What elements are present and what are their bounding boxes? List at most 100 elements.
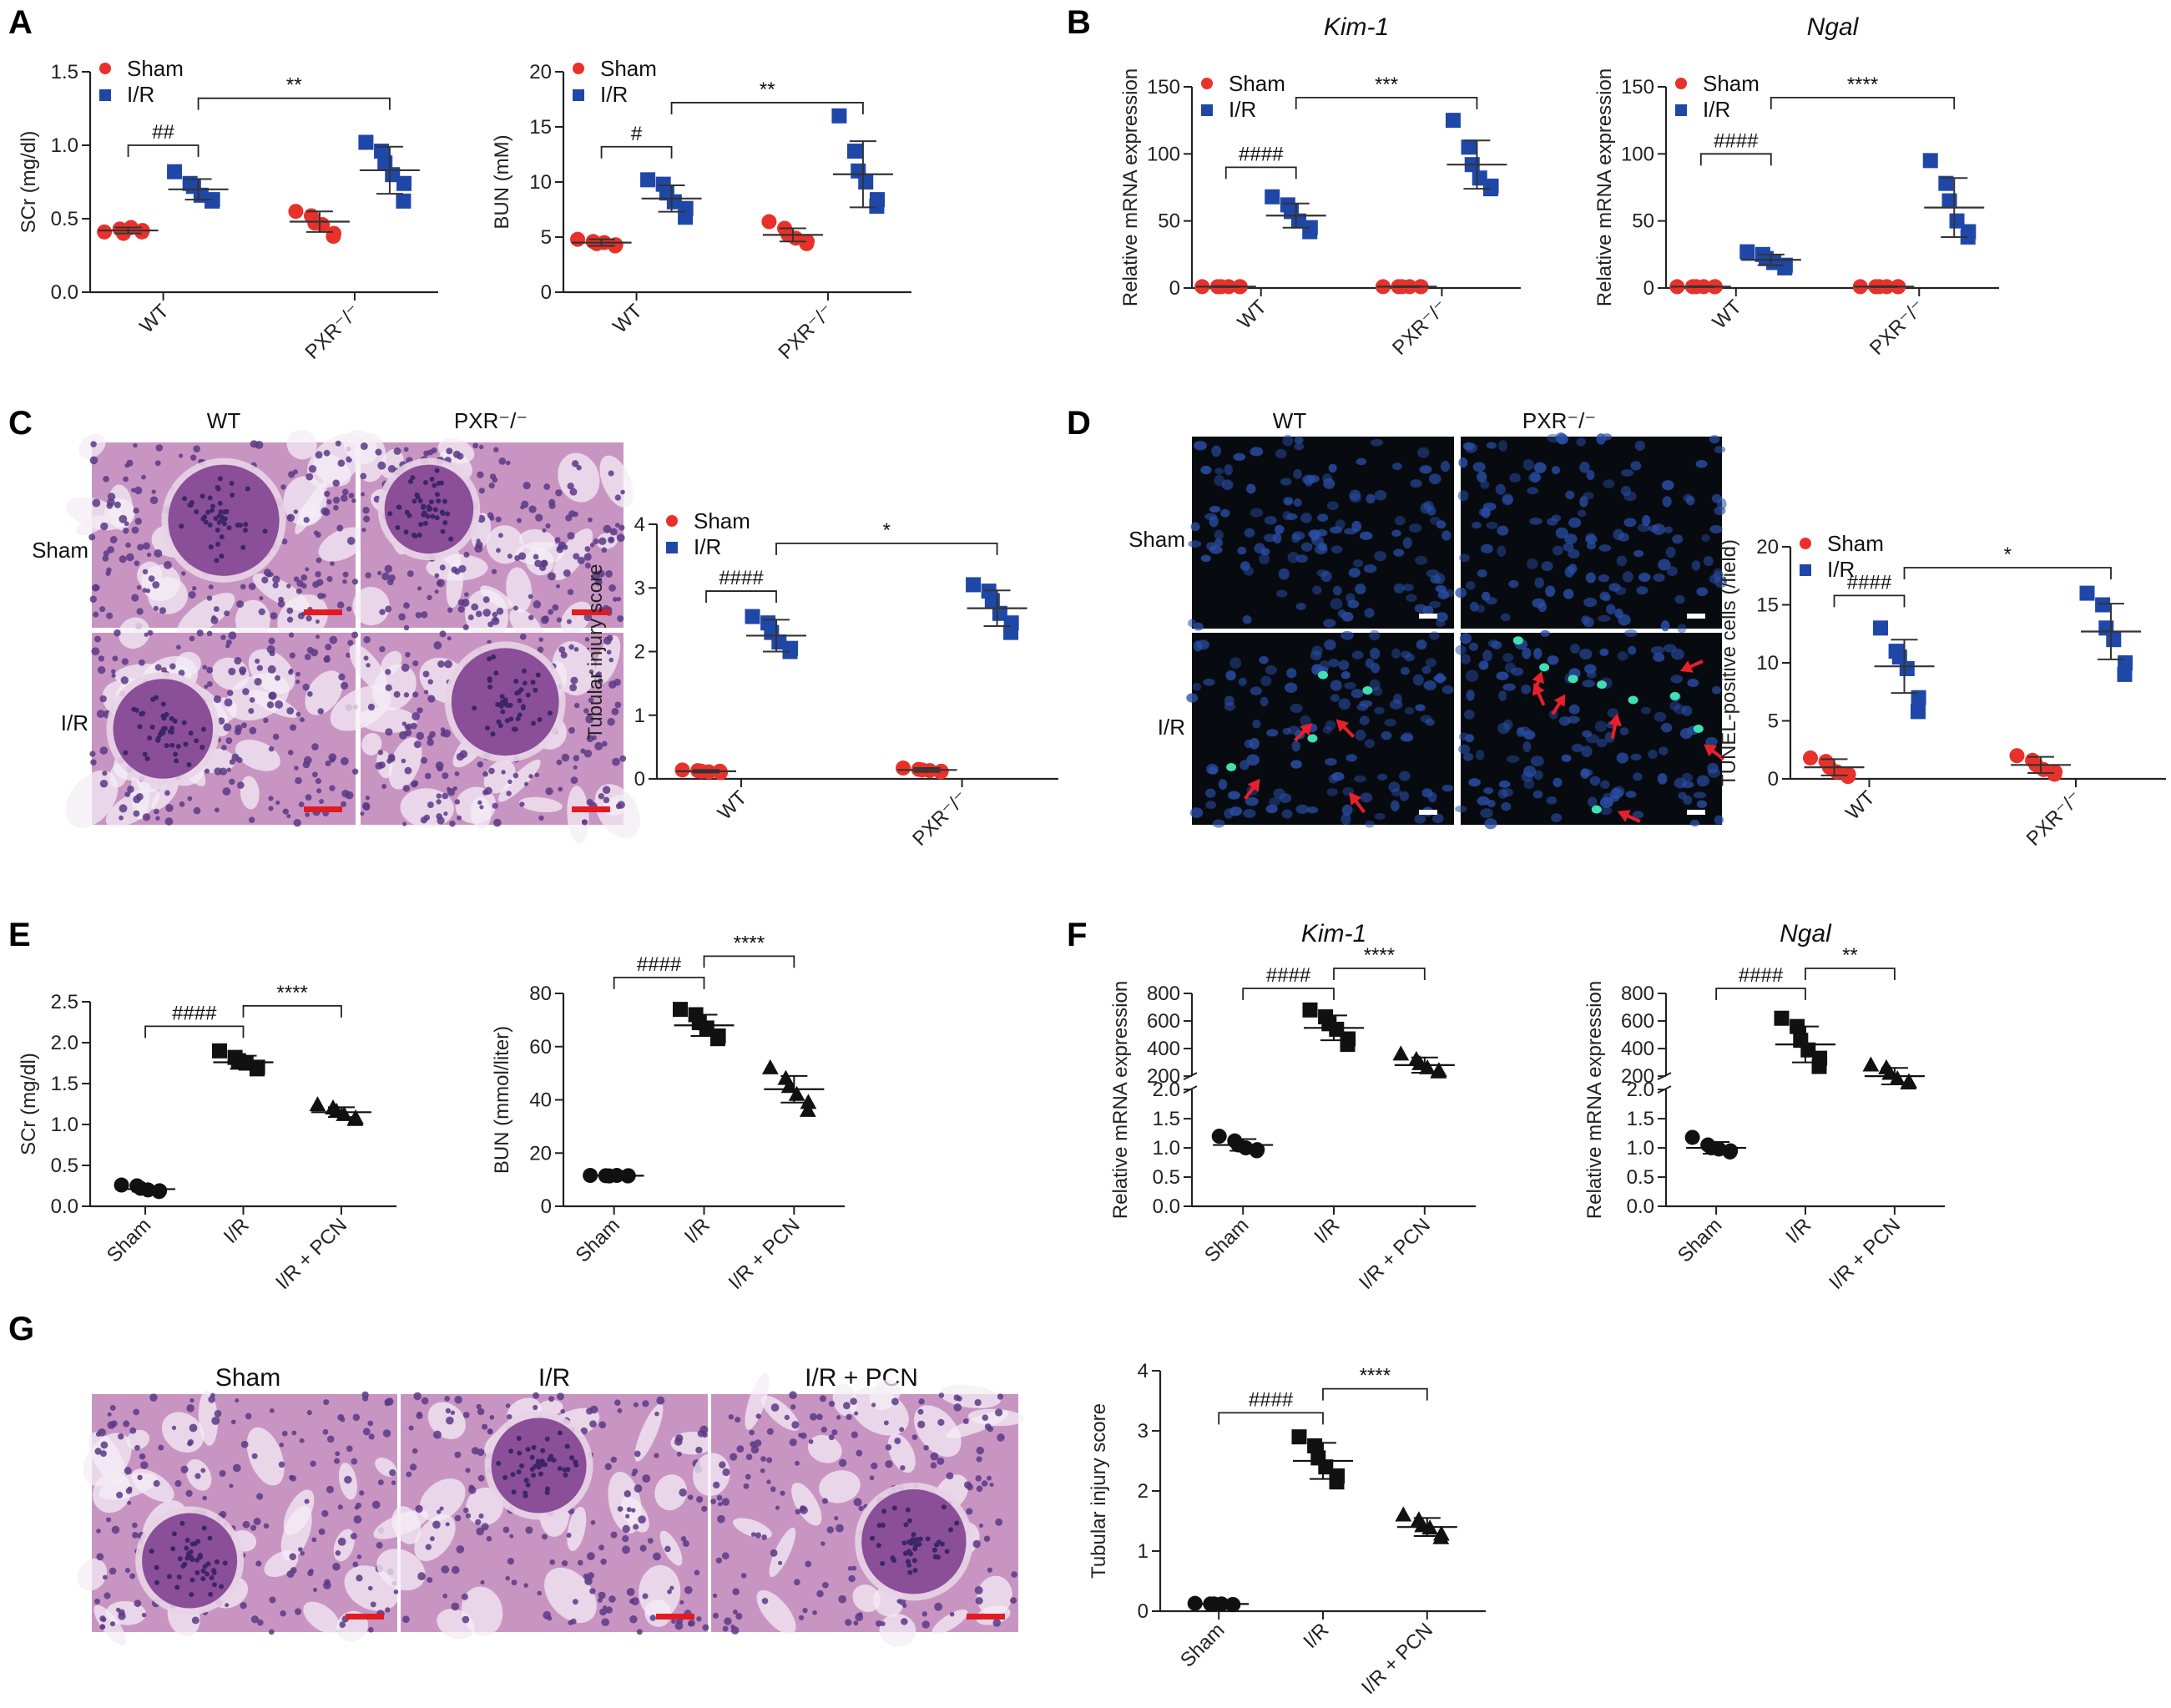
cell-nucleus [109,1567,117,1575]
significance-label: #### [1739,964,1784,987]
glomerular-nucleus [403,529,409,535]
y-tick-label: 50 [1632,210,1654,233]
y-tick-label: 150 [1621,76,1654,99]
dapi-nucleus [1295,804,1309,814]
data-point [1211,1129,1227,1145]
dapi-nucleus [1200,465,1212,475]
glomerular-nucleus [208,1591,214,1597]
cell-nucleus [568,644,574,650]
cell-nucleus [393,690,401,698]
cell-nucleus [379,645,386,653]
cell-nucleus [351,631,359,639]
dapi-nucleus [1632,811,1644,819]
legend-sham-marker [666,515,678,527]
legend-ir-label: I/R [1703,97,1730,122]
cell-nucleus [975,1475,982,1482]
dapi-nucleus [1551,465,1561,475]
glomerular-nucleus [217,500,223,506]
glomerular-nucleus [906,1549,912,1554]
cell-nucleus [654,1411,659,1417]
dapi-nucleus [1264,516,1277,525]
tubule-lumen [567,1506,587,1552]
glomerular-nucleus [226,525,232,531]
cell-nucleus [674,1621,684,1630]
y-tick-label: 0.0 [1627,1195,1654,1218]
glomerular-nucleus [427,506,433,512]
cell-nucleus [131,1522,138,1529]
cell-nucleus [97,665,106,675]
cell-nucleus [229,778,235,786]
dapi-nucleus [1393,583,1405,594]
cell-nucleus [323,656,330,663]
glomerular-nucleus [209,1575,215,1581]
cell-nucleus [370,1601,376,1608]
cell-nucleus [649,1615,656,1621]
dapi-nucleus [1432,813,1444,824]
cell-nucleus [766,1457,773,1463]
data-point [788,1085,805,1101]
cell-nucleus [163,560,172,569]
dapi-nucleus [1497,788,1508,799]
cell-nucleus [119,514,128,523]
cell-nucleus [624,1513,630,1519]
bracket-line [1224,166,1297,179]
cell-nucleus [99,606,106,613]
cell-nucleus [208,584,214,590]
glomerular-nucleus [434,467,440,473]
cell-nucleus [667,1589,672,1594]
cell-nucleus [93,1598,101,1604]
y-tick-label: 15 [529,116,552,139]
glomerular-nucleus [210,508,215,513]
dapi-nucleus [1711,685,1721,695]
dapi-nucleus [1436,520,1446,529]
he-tile-pxr-ir [330,630,641,844]
cell-nucleus [795,1508,801,1515]
cell-nucleus [802,1607,808,1614]
dapi-nucleus [1393,548,1405,557]
cell-nucleus [589,543,595,548]
dapi-nucleus [1410,479,1422,488]
dapi-nucleus [1653,711,1667,722]
cell-nucleus [305,567,310,572]
legend-sham-label: Sham [1827,531,1884,556]
histology-tiles-c [65,429,641,844]
cell-nucleus [144,632,149,637]
cell-nucleus [558,646,566,654]
cell-nucleus [620,489,625,495]
cell-nucleus [732,1609,738,1615]
dapi-nucleus [1480,480,1490,489]
glomerular-nucleus [197,1554,203,1559]
cell-nucleus [191,586,197,591]
cell-nucleus [268,745,275,752]
y-tick-label: 100 [1621,143,1654,165]
cell-nucleus [237,781,245,789]
dapi-nucleus [1214,474,1225,487]
dapi-nucleus [1537,602,1547,613]
glomerular-nucleus [432,507,438,513]
glomerular-nucleus [411,498,417,504]
dapi-nucleus [1616,555,1628,567]
cell-nucleus [750,1532,756,1538]
cell-nucleus [614,1399,621,1406]
dapi-nucleus [1498,780,1511,788]
dapi-nucleus [1685,495,1695,506]
cell-nucleus [719,1461,726,1468]
cell-nucleus [633,1524,639,1530]
glomerular-nucleus [507,702,513,708]
tunel-positive-cell [1318,670,1328,680]
cell-nucleus [405,651,411,658]
cell-nucleus [214,1409,222,1417]
glomerular-nucleus [941,1504,947,1510]
cell-nucleus [543,1610,552,1620]
dapi-nucleus [1714,815,1724,825]
cell-nucleus [315,778,321,785]
dapi-nucleus [1259,553,1270,564]
cell-nucleus [846,1413,852,1421]
cell-nucleus [99,1624,105,1630]
cell-nucleus [401,1615,410,1624]
glomerular-nucleus [174,758,179,764]
scale-bar [1419,810,1437,815]
glomerular-nucleus [538,1471,543,1477]
dapi-nucleus [1584,664,1597,674]
